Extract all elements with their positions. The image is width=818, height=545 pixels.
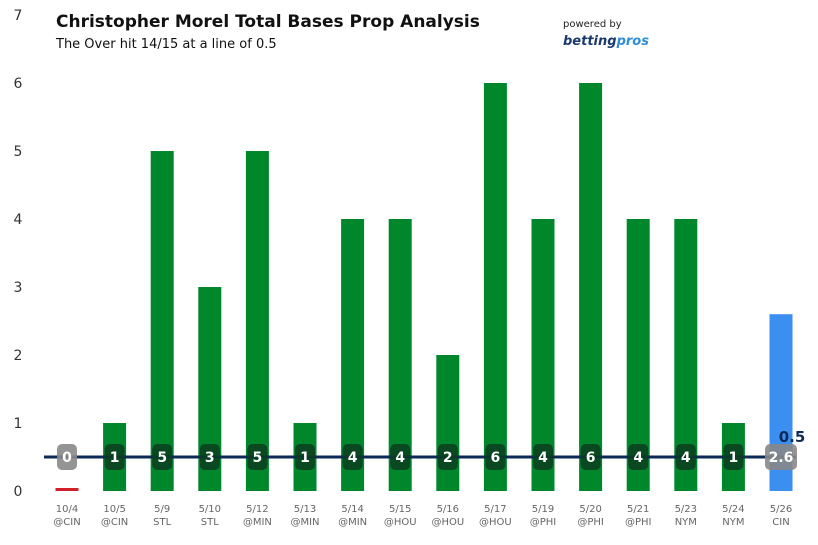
bar-label-badge: [342, 444, 363, 470]
bar-value-label: 1: [300, 450, 310, 466]
bar-value-label: 2.6: [769, 450, 794, 466]
x-axis: 10/4 @CIN 10/5 @CIN 5/9 STL 5/10 STL 5/12 @MIN 5/1…: [53, 504, 792, 528]
bar-value-label: 4: [633, 450, 643, 466]
x-tick-opponent: CIN: [772, 517, 789, 528]
bar-value-label: 1: [110, 450, 120, 466]
bar-label-badge: [390, 444, 411, 470]
bar-over: [626, 219, 650, 491]
bar-value-label: 2: [443, 450, 453, 466]
x-tick-opponent: @HOU: [431, 517, 464, 528]
bar-over: [579, 83, 603, 491]
x-tick-opponent: @CIN: [53, 517, 80, 528]
y-tick-label: 0: [14, 484, 23, 500]
bar-value-label: 4: [348, 450, 358, 466]
y-axis: 0 1 2 3 4 5 6 7: [14, 8, 23, 500]
x-tick-date: 5/21: [627, 504, 649, 515]
bar-value-label: 5: [157, 450, 167, 466]
bar-label-badge: [580, 444, 601, 470]
brand-name-part-b: pros: [616, 34, 650, 49]
bar-value-label: 6: [586, 450, 596, 466]
x-tick-date: 5/26: [770, 504, 792, 515]
x-tick-date: 5/14: [341, 504, 363, 515]
brand-name-part-a: betting: [563, 34, 617, 49]
x-tick-opponent: @PHI: [577, 517, 604, 528]
x-tick-date: 5/12: [246, 504, 268, 515]
bar-over: [531, 219, 555, 491]
x-tick-date: 5/19: [532, 504, 554, 515]
y-tick-label: 1: [14, 416, 23, 432]
bar-under: [55, 488, 79, 491]
bar-label-badge: [723, 444, 744, 470]
bar-label-badge: [437, 444, 458, 470]
x-tick-opponent: @MIN: [338, 517, 367, 528]
x-tick-date: 5/13: [294, 504, 316, 515]
x-tick-date: 5/15: [389, 504, 411, 515]
y-tick-label: 7: [14, 8, 23, 24]
bar-value-label: 4: [395, 450, 405, 466]
powered-by-text: powered by: [563, 19, 622, 30]
x-tick-opponent: @CIN: [101, 517, 128, 528]
y-tick-label: 5: [14, 144, 23, 160]
x-tick-date: 5/23: [675, 504, 697, 515]
bar-label-badge: [104, 444, 125, 470]
chart-title: Christopher Morel Total Bases Prop Analy…: [56, 12, 480, 32]
bar-label-badge: [765, 444, 797, 470]
bar-value-label: 1: [729, 450, 739, 466]
prop-line-label: 0.5: [779, 428, 806, 446]
x-tick-opponent: NYM: [675, 517, 697, 528]
bar-label-badge: [199, 444, 220, 470]
y-tick-label: 6: [14, 76, 23, 92]
bar-over: [388, 219, 412, 491]
y-tick-label: 3: [14, 280, 23, 296]
y-tick-label: 2: [14, 348, 23, 364]
x-tick-opponent: @MIN: [290, 517, 319, 528]
bar-label-badge: [295, 444, 315, 470]
bar-value-label: 0: [62, 450, 72, 466]
x-tick-date: 10/5: [103, 504, 125, 515]
x-tick-date: 5/20: [579, 504, 601, 515]
chart-subtitle: The Over hit 14/15 at a line of 0.5: [55, 37, 277, 52]
bar-over: [483, 83, 507, 491]
x-tick-opponent: NYM: [722, 517, 744, 528]
x-tick-date: 5/10: [199, 504, 221, 515]
bar-value-label: 5: [253, 450, 263, 466]
x-tick-opponent: @HOU: [479, 517, 512, 528]
y-tick-label: 4: [14, 212, 23, 228]
x-tick-opponent: STL: [153, 517, 171, 528]
bars-group: [55, 83, 793, 491]
x-tick-date: 5/9: [154, 504, 170, 515]
bar-label-badge: [152, 444, 173, 470]
bar-label-badge: [675, 444, 696, 470]
bar-over: [341, 219, 365, 491]
bar-value-label: 4: [538, 450, 548, 466]
bar-over: [245, 151, 269, 491]
x-tick-opponent: @HOU: [384, 517, 417, 528]
x-tick-date: 5/17: [484, 504, 506, 515]
bar-label-badge: [628, 444, 649, 470]
bar-over: [150, 151, 174, 491]
bar-value-label: 4: [681, 450, 691, 466]
bar-label-badge: [485, 444, 506, 470]
branding-logo: powered by bettingpros: [563, 19, 649, 49]
brand-logo: bettingpros: [563, 34, 649, 49]
bar-value-label: 3: [205, 450, 215, 466]
bar-over: [198, 287, 222, 491]
x-tick-date: 10/4: [56, 504, 78, 515]
bar-over: [674, 219, 698, 491]
x-tick-opponent: @PHI: [625, 517, 652, 528]
x-tick-date: 5/16: [437, 504, 459, 515]
x-tick-opponent: STL: [201, 517, 219, 528]
bar-label-badge: [57, 444, 77, 470]
x-tick-opponent: @MIN: [243, 517, 272, 528]
bar-labels-group: 0 1 5 3 5 1 4 4 2 6 4 6 4 4 1 2.6: [57, 444, 797, 470]
bar-label-badge: [533, 444, 553, 470]
bar-value-label: 6: [491, 450, 501, 466]
x-tick-date: 5/24: [722, 504, 744, 515]
bar-label-badge: [247, 444, 268, 470]
bar-over: [436, 355, 460, 491]
x-tick-opponent: @PHI: [530, 517, 557, 528]
